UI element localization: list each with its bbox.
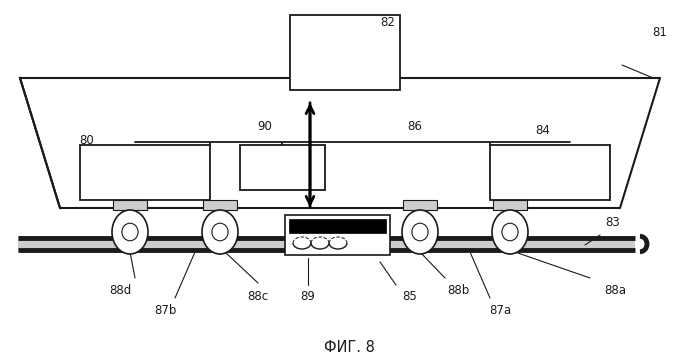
Bar	[113, 200, 147, 210]
Text: 90: 90	[258, 120, 272, 134]
Text: 88a: 88a	[604, 284, 626, 297]
Ellipse shape	[202, 210, 238, 254]
Bar	[403, 200, 437, 210]
Text: 86: 86	[408, 120, 422, 134]
Text: 88c: 88c	[247, 289, 269, 302]
Polygon shape	[20, 78, 660, 208]
Text: 87a: 87a	[489, 304, 511, 317]
Text: 85: 85	[403, 289, 417, 302]
Ellipse shape	[112, 210, 148, 254]
Text: 82: 82	[380, 16, 396, 28]
Ellipse shape	[402, 210, 438, 254]
Text: 81: 81	[653, 25, 667, 39]
Text: 84: 84	[535, 123, 551, 136]
Bar	[285, 215, 390, 255]
Text: 88d: 88d	[109, 284, 131, 297]
Text: 89: 89	[301, 289, 315, 302]
Bar	[18, 236, 635, 252]
Bar	[493, 200, 527, 210]
Text: 88b: 88b	[447, 284, 469, 297]
Bar	[289, 219, 386, 233]
Bar	[490, 145, 610, 200]
Bar	[240, 145, 325, 190]
Bar	[80, 145, 210, 200]
Bar	[290, 15, 400, 90]
Text: 80: 80	[80, 134, 94, 146]
Text: 83: 83	[606, 217, 621, 229]
Text: ФИГ. 8: ФИГ. 8	[324, 340, 374, 356]
Bar	[203, 200, 237, 210]
Text: 87b: 87b	[154, 304, 176, 317]
Ellipse shape	[492, 210, 528, 254]
